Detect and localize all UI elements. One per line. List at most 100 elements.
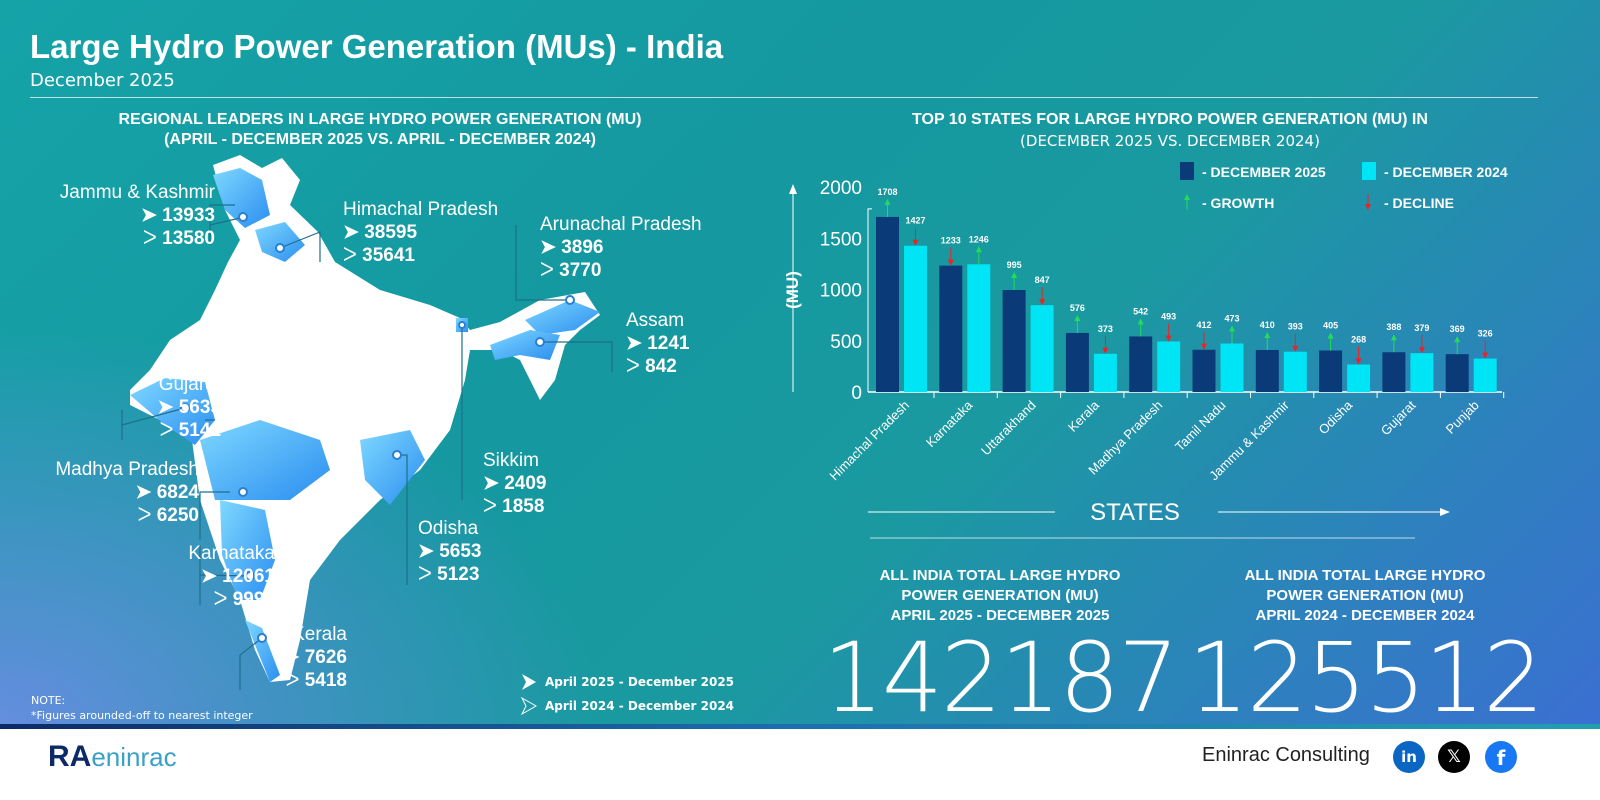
highlight-kerala xyxy=(245,620,280,682)
value-2024: ᐳ 5418 xyxy=(285,670,347,691)
bar-2024 xyxy=(1410,353,1434,392)
legend-decline: - DECLINE xyxy=(1384,195,1454,211)
solid-arrow-icon: ➤ xyxy=(283,647,305,668)
state-name: Arunachal Pradesh xyxy=(540,214,702,235)
value-2025: ➤ 38595 xyxy=(343,222,418,243)
x-tick-label: Odisha xyxy=(1315,397,1355,437)
value-2024: ᐳ 6250 xyxy=(137,505,199,526)
state-name: Jammu & Kashmir xyxy=(59,182,215,203)
value-2024: ᐳ 5141 xyxy=(159,420,221,441)
state-callout: Gujarat ➤ 5635 ᐳ 5141 xyxy=(46,374,221,442)
outline-arrow-icon xyxy=(520,696,538,716)
facebook-icon[interactable]: f xyxy=(1485,741,1517,773)
bar-2025 xyxy=(1002,290,1026,392)
data-label: 1233 xyxy=(941,236,961,246)
bar-2024 xyxy=(1030,305,1054,392)
value-2024: ᐳ 3770 xyxy=(540,260,602,281)
data-label: 405 xyxy=(1323,320,1338,330)
bar-2025 xyxy=(1129,336,1153,392)
state-name: Assam xyxy=(626,310,685,331)
outline-arrow-icon: ᐳ xyxy=(159,420,179,441)
value-2025: ➤ 3896 xyxy=(540,237,604,258)
solid-arrow-icon: ➤ xyxy=(140,205,163,226)
outline-arrow-icon: ᐳ xyxy=(626,356,646,377)
page-subtitle: December 2025 xyxy=(30,70,175,91)
bar-2025 xyxy=(1192,349,1216,392)
outline-arrow-icon: ᐳ xyxy=(540,260,560,281)
note-title: NOTE: xyxy=(31,694,66,707)
x-tick-label: Punjab xyxy=(1443,398,1482,437)
state-callout: Arunachal Pradesh ➤ 3896 ᐳ 3770 xyxy=(540,214,702,282)
legend-current: April 2025 - December 2025 xyxy=(545,675,735,689)
x-tick-label: Kerala xyxy=(1065,397,1103,435)
state-callout: Kerala ➤ 7626 ᐳ 5418 xyxy=(172,624,347,692)
bar-2024 xyxy=(1220,343,1244,392)
value-2025: ➤ 2409 xyxy=(483,473,547,494)
data-label: 847 xyxy=(1035,275,1050,285)
y-axis-label: (MU) xyxy=(783,271,802,309)
solid-arrow-icon: ➤ xyxy=(157,397,179,418)
value-2025: ➤ 7626 xyxy=(283,647,347,668)
data-label: 393 xyxy=(1288,322,1303,332)
state-callout: Odisha ➤ 5653 ᐳ 5123 xyxy=(418,518,481,586)
value-2025: ➤ 5653 xyxy=(418,541,482,562)
arrow-up-icon xyxy=(789,184,797,194)
chart-subtitle: (DECEMBER 2025 VS. DECEMBER 2024) xyxy=(1020,132,1320,150)
bar-2024 xyxy=(904,245,927,392)
outline-arrow-icon: ᐳ xyxy=(285,670,305,691)
y-tick-label: 500 xyxy=(830,332,862,353)
state-callout: Sikkim ➤ 2409 ᐳ 1858 xyxy=(483,450,546,518)
outline-arrow-icon: ᐳ xyxy=(137,505,157,526)
linkedin-icon[interactable]: in xyxy=(1393,741,1425,773)
highlight-arunachal xyxy=(525,300,600,335)
bar-2024 xyxy=(1473,358,1497,392)
outline-arrow-icon: ᐳ xyxy=(143,228,163,249)
data-label: 412 xyxy=(1196,320,1211,330)
value-2024: ᐳ 842 xyxy=(626,356,677,377)
y-tick-label: 1000 xyxy=(820,281,862,302)
bar-2025 xyxy=(1319,350,1343,392)
bar-2025 xyxy=(1445,354,1469,392)
india-map xyxy=(121,155,613,690)
bar-2024 xyxy=(1347,364,1371,392)
bar-2025 xyxy=(876,216,899,392)
value-2025: ➤ 13933 xyxy=(140,205,215,226)
bar-2025 xyxy=(1255,349,1279,392)
footer-divider xyxy=(0,724,1600,729)
legend-previous: April 2024 - December 2024 xyxy=(545,699,735,713)
state-name: Gujarat xyxy=(158,374,221,395)
outline-arrow-icon: ᐳ xyxy=(343,245,363,266)
value-2024: ᐳ 1858 xyxy=(483,496,545,517)
value-2025: ➤ 6824 xyxy=(135,482,199,503)
legend-swatch-2024 xyxy=(1362,162,1376,180)
x-tick-label: Uttarakhand xyxy=(978,398,1039,459)
bar-chart: (MU) 0 500 1000 1500 2000 1708 1427 Himachal Pra… xyxy=(783,162,1508,539)
data-label: 1427 xyxy=(905,216,925,226)
bar-2024 xyxy=(1283,351,1307,392)
x-icon[interactable]: 𝕏 xyxy=(1438,741,1470,773)
data-label: 1708 xyxy=(877,187,897,197)
outline-arrow-icon: ᐳ xyxy=(213,589,233,610)
highlight-odisha xyxy=(360,430,425,505)
state-name: Kerala xyxy=(292,624,347,645)
bar-2025 xyxy=(1382,352,1406,392)
company-name: Eninrac Consulting xyxy=(1202,744,1370,766)
solid-arrow-icon: ➤ xyxy=(626,333,648,354)
solid-arrow-icon: ➤ xyxy=(418,541,440,562)
data-label: 410 xyxy=(1260,320,1275,330)
state-callout: Himachal Pradesh ➤ 38595 ᐳ 35641 xyxy=(343,199,498,267)
y-tick-label: 0 xyxy=(851,383,862,404)
state-name: Sikkim xyxy=(483,450,539,471)
note-text: *Figures arounded-off to nearest integer xyxy=(31,709,253,722)
x-axis-label: STATES xyxy=(1090,499,1180,526)
page-title: Large Hydro Power Generation (MUs) - Ind… xyxy=(30,28,724,65)
data-label: 379 xyxy=(1414,323,1429,333)
value-2024: ᐳ 5123 xyxy=(418,564,480,585)
total-2024-label: ALL INDIA TOTAL LARGE HYDRO POWER GENERAT… xyxy=(1244,567,1486,624)
data-label: 542 xyxy=(1133,306,1148,316)
bracket xyxy=(867,208,872,392)
state-callout: Madhya Pradesh ➤ 6824 ᐳ 6250 xyxy=(24,459,199,527)
solid-arrow-icon: ➤ xyxy=(483,473,505,494)
eninrac-logo: RAeninrac xyxy=(48,740,177,773)
data-label: 326 xyxy=(1478,329,1493,339)
